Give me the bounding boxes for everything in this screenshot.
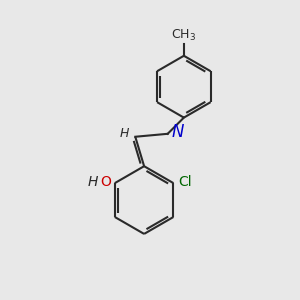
Text: H: H [120,127,129,140]
Text: H: H [87,175,98,189]
Text: CH$_3$: CH$_3$ [171,27,196,43]
Text: N: N [171,123,184,141]
Text: Cl: Cl [178,175,191,189]
Text: O: O [100,175,111,189]
